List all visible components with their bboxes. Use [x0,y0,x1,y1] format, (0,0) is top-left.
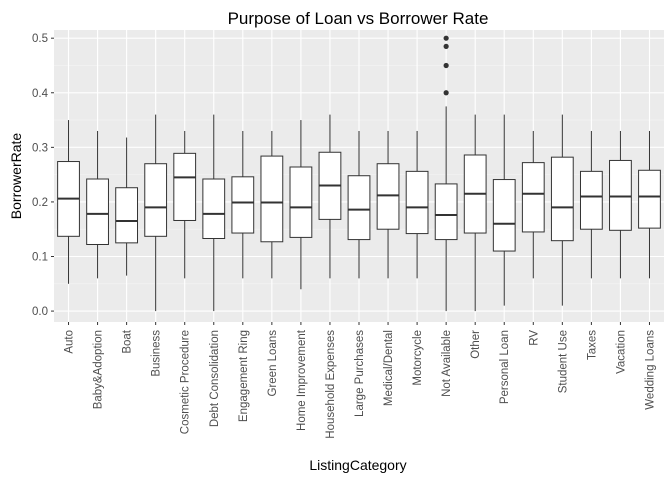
x-tick-label: Green Loans [267,330,279,397]
x-tick-label: Business [151,330,163,377]
x-tick-label: Engagement Ring [238,330,250,422]
box-iqr [521,162,545,233]
box-household-expenses [318,114,342,279]
box-debt-consolidation [202,114,226,312]
box-home-improvement [289,120,313,290]
box-iqr [260,155,284,243]
box-iqr [579,170,603,230]
box-boat [115,137,139,276]
box-medical-dental [376,130,400,279]
outlier-point [443,62,449,69]
box-auto [57,120,80,284]
box-iqr [231,176,255,234]
outlier-point [443,43,449,49]
box-student-use [550,114,574,306]
x-tick-label: Large Purchases [354,330,366,417]
box-iqr [550,156,574,242]
box-baby-adoption [86,130,109,279]
y-tick-label: 0.0 [32,306,48,318]
box-engagement-ring [231,130,255,279]
box-motorcycle [405,130,429,279]
x-tick-label: Taxes [586,330,598,360]
x-tick-label: Other [470,330,482,359]
x-tick-label: Boat [122,329,134,353]
box-iqr [376,163,400,230]
box-cosmetic-procedure [173,130,197,279]
box-other [463,114,487,312]
x-tick-label: Home Improvement [296,329,308,431]
x-axis: Auto Baby&Adoption Boat Business Cosmetic Pr… [64,322,656,439]
x-tick-label: Wedding Loans [644,330,656,410]
x-tick-label: RV [528,330,540,346]
x-tick-label: Baby&Adoption [93,330,105,409]
x-tick-label: Cosmetic Procedure [180,330,192,434]
x-tick-label: Auto [64,330,76,354]
box-iqr [492,179,516,252]
x-tick-label: Student Use [557,330,569,393]
y-tick-label: 0.3 [32,142,48,154]
x-tick-label: Personal Loan [499,330,511,404]
y-tick-label: 0.5 [32,33,48,45]
outlier-point [443,90,449,96]
box-business [144,114,168,312]
box-iqr [115,187,139,244]
box-iqr [609,159,632,231]
box-iqr [202,178,226,239]
x-tick-label: Motorcycle [412,330,424,386]
box-iqr [86,178,109,245]
box-iqr [638,169,661,229]
x-tick-label: Vacation [615,330,627,374]
box-iqr [405,170,429,235]
box-iqr [173,152,197,221]
x-tick-label: Medical/Dental [383,330,395,406]
box-personal-loan [492,114,516,306]
outlier-point [443,35,449,41]
x-axis-title: ListingCategory [309,457,406,473]
x-tick-label: Household Expenses [325,330,337,439]
box-iqr [289,166,313,238]
box-vacation [609,130,632,279]
box-rv [521,130,545,279]
box-wedding-loans [638,130,661,279]
box-iqr [434,183,458,241]
box-not-available [434,35,458,312]
y-axis-title: BorrowerRate [8,133,24,220]
chart-title: Purpose of Loan vs Borrower Rate [228,9,489,28]
x-tick-label: Debt Consolidation [209,330,221,427]
box-green-loans [260,130,284,279]
y-tick-label: 0.2 [32,197,48,209]
y-tick-label: 0.4 [32,88,49,100]
box-iqr [144,163,168,237]
box-taxes [579,130,603,279]
y-axis: 0.0 0.1 0.2 0.3 0.4 0.5 [32,33,54,318]
y-tick-label: 0.1 [32,252,48,264]
boxes-layer [57,35,661,312]
box-large-purchases [347,130,371,279]
box-iqr [347,175,371,241]
x-tick-label: Not Available [441,330,453,397]
